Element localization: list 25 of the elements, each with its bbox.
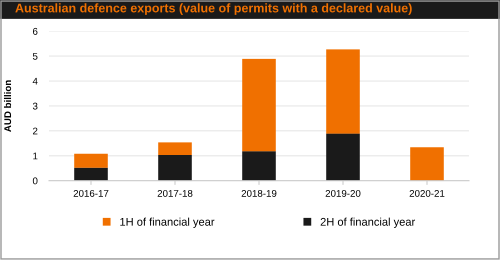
bar — [326, 134, 360, 181]
y-tick-label: 2 — [32, 128, 38, 134]
x-tick-label: 2017-18 — [158, 190, 192, 197]
y-tick-label: 3 — [32, 102, 38, 110]
y-axis-title: AUD billion — [4, 80, 12, 132]
bar — [410, 147, 444, 181]
x-tick-label: 2020-21 — [410, 190, 444, 197]
bar — [326, 49, 360, 134]
bar — [74, 154, 108, 168]
bar — [74, 168, 108, 181]
chart-title: Australian defence exports (value of permits with a declared value) — [15, 3, 412, 15]
bar — [158, 155, 192, 181]
bar — [242, 58, 276, 152]
y-tick-label: 4 — [32, 78, 38, 85]
legend-label: 1H of financial year — [120, 218, 214, 228]
x-tick-label: 2019-20 — [326, 190, 360, 197]
legend-label: 2H of financial year — [320, 218, 416, 228]
y-tick-label: 0 — [32, 177, 38, 184]
y-tick-label: 1 — [33, 152, 38, 160]
x-tick-label: 2016-17 — [74, 190, 108, 197]
bar — [158, 142, 192, 156]
x-tick-label: 2018-19 — [242, 190, 276, 197]
y-tick-label: 6 — [32, 28, 38, 35]
bar — [242, 151, 276, 181]
y-tick-label: 5 — [32, 52, 38, 60]
